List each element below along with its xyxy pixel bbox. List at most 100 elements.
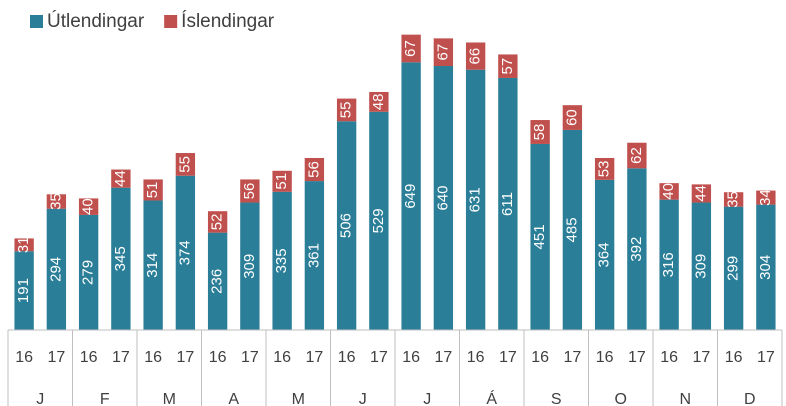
- data-label: 56: [241, 183, 258, 200]
- group-label: O: [615, 391, 627, 406]
- data-label: 31: [15, 236, 32, 253]
- x-tick-label: 17: [434, 349, 452, 366]
- bar-segment: [14, 238, 34, 252]
- data-label: 364: [596, 242, 613, 267]
- bar-segment: [562, 129, 583, 330]
- data-label: 529: [370, 208, 387, 233]
- data-label: 35: [47, 193, 64, 210]
- data-label: 44: [692, 185, 709, 202]
- data-label: 34: [757, 189, 774, 206]
- bar-segment: [401, 62, 421, 330]
- x-tick-label: 17: [370, 349, 388, 366]
- data-label: 451: [531, 224, 548, 249]
- group-label: D: [744, 391, 756, 406]
- bar-segment: [691, 202, 712, 330]
- data-label: 506: [338, 213, 355, 238]
- data-label: 62: [628, 147, 645, 164]
- group-label: S: [551, 391, 562, 406]
- bar-segment: [175, 175, 196, 330]
- bar-segment: [207, 232, 228, 330]
- bar-segment: [401, 34, 421, 63]
- data-label: 55: [338, 102, 355, 119]
- legend-label: Íslendingar: [181, 11, 275, 32]
- data-label: 611: [499, 192, 516, 216]
- data-label: 40: [660, 183, 677, 200]
- data-label: 40: [80, 198, 97, 215]
- bar-segment: [659, 183, 679, 200]
- bar-segment: [272, 170, 292, 192]
- bar-segment: [369, 91, 389, 112]
- data-label: 67: [434, 44, 451, 61]
- x-tick-label: 16: [80, 349, 98, 366]
- data-label: 236: [209, 269, 226, 294]
- bar-segment: [691, 184, 712, 203]
- bar-segment: [369, 111, 389, 330]
- group-label: J: [359, 391, 367, 406]
- x-tick-label: 16: [144, 349, 162, 366]
- x-tick-label: 17: [692, 349, 710, 366]
- bar-segment: [143, 179, 163, 201]
- bar-segment: [433, 66, 454, 330]
- group-label: A: [228, 391, 239, 406]
- data-label: 35: [725, 191, 742, 208]
- bar-segment: [465, 69, 486, 331]
- data-label: 51: [273, 173, 290, 190]
- legend-swatch: [164, 15, 178, 28]
- group-label: Á: [486, 389, 497, 406]
- bar-segment: [304, 157, 325, 182]
- x-tick-label: 16: [273, 349, 291, 366]
- legend-label: Útlendingar: [47, 10, 145, 32]
- bar-segment: [78, 198, 99, 215]
- x-tick-label: 16: [467, 349, 485, 366]
- bar-segment: [594, 179, 615, 330]
- bar-segment: [756, 204, 776, 330]
- bar-segment: [336, 121, 357, 331]
- data-label: 44: [112, 170, 129, 187]
- data-label: 57: [499, 58, 516, 75]
- group-label: J: [36, 391, 44, 406]
- x-tick-label: 17: [176, 349, 194, 366]
- x-tick-label: 16: [402, 349, 420, 366]
- bar-segment: [530, 143, 550, 330]
- x-tick-label: 16: [15, 349, 33, 366]
- bar-segment: [143, 200, 163, 330]
- x-tick-label: 17: [47, 349, 65, 366]
- group-label: M: [292, 391, 305, 406]
- data-label: 392: [628, 237, 645, 262]
- data-label: 66: [467, 48, 484, 65]
- x-tick-label: 16: [209, 349, 227, 366]
- x-tick-label: 17: [112, 349, 130, 366]
- data-label: 60: [563, 109, 580, 126]
- x-tick-label: 17: [305, 349, 323, 366]
- bar-segment: [627, 142, 647, 169]
- bar-segment: [627, 168, 647, 330]
- bar-segment: [111, 187, 131, 330]
- bar-segment: [175, 153, 196, 176]
- group-label: J: [423, 391, 431, 406]
- bar-segment: [723, 206, 744, 330]
- x-tick-label: 17: [757, 349, 775, 366]
- bar-segment: [240, 179, 260, 203]
- x-tick-label: 17: [241, 349, 259, 366]
- bar-segment: [433, 38, 454, 66]
- data-label: 56: [305, 161, 322, 178]
- x-tick-label: 17: [563, 349, 581, 366]
- data-label: 191: [15, 278, 32, 303]
- bar-segment: [498, 54, 518, 78]
- bar-segment: [498, 77, 518, 331]
- data-label: 53: [596, 161, 613, 178]
- bar-segment: [723, 192, 744, 207]
- data-label: 58: [531, 124, 548, 141]
- data-label: 335: [273, 248, 290, 273]
- data-label: 299: [725, 256, 742, 281]
- group-label: N: [679, 391, 691, 406]
- data-label: 345: [112, 246, 129, 271]
- data-label: 485: [563, 217, 580, 242]
- data-label: 294: [47, 257, 64, 282]
- bar-segment: [562, 105, 583, 130]
- data-label: 51: [144, 182, 161, 199]
- data-label: 309: [692, 254, 709, 279]
- bar-segment: [78, 214, 99, 330]
- x-tick-label: 16: [660, 349, 678, 366]
- data-label: 316: [660, 252, 677, 277]
